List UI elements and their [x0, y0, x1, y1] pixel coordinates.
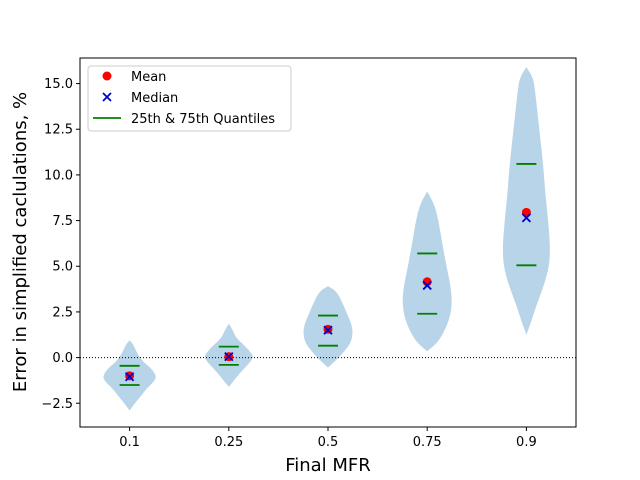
median-marker: [224, 352, 234, 362]
legend-mean-label: Mean: [131, 70, 166, 85]
legend-median-marker: [102, 92, 112, 102]
markers-layer: [124, 207, 532, 382]
x-tick-label: 0.5: [318, 435, 339, 450]
y-axis-ticks: −2.5 0.0 2.5 5.0 7.5 10.0 12.5 15.0: [41, 77, 80, 412]
x-tick-label: 0.25: [214, 435, 243, 450]
y-axis-label: Error in simplified caclulations, %: [10, 92, 31, 392]
y-tick-label: 5.0: [52, 260, 73, 275]
median-marker: [323, 325, 333, 335]
legend-frame: [87, 65, 292, 132]
median-marker: [422, 280, 432, 291]
legend-median-label: Median: [131, 91, 178, 106]
legend: Mean Median 25th & 75th Quantiles: [87, 65, 292, 132]
median-marker: [124, 372, 135, 382]
quantiles-layer: [119, 163, 537, 386]
x-axis-ticks: 0.1 0.25 0.5 0.75 0.9: [119, 427, 537, 450]
x-tick-label: 0.9: [516, 435, 537, 450]
y-tick-label: 12.5: [44, 123, 73, 138]
x-axis-label: Final MFR: [285, 455, 371, 476]
y-tick-label: 10.0: [44, 168, 73, 183]
y-tick-label: 0.0: [52, 351, 73, 366]
plot-area: [79, 57, 577, 428]
median-marker: [521, 213, 532, 223]
legend-quantile-label: 25th & 75th Quantiles: [131, 112, 275, 127]
x-tick-label: 0.75: [413, 435, 442, 450]
x-tick-label: 0.1: [119, 435, 140, 450]
violin-body: [402, 191, 452, 352]
y-tick-label: 2.5: [52, 305, 73, 320]
y-tick-label: −2.5: [41, 397, 73, 412]
violin-body: [502, 67, 550, 335]
y-tick-label: 7.5: [52, 214, 73, 229]
legend-mean-marker: [102, 71, 112, 81]
y-tick-label: 15.0: [44, 77, 73, 92]
